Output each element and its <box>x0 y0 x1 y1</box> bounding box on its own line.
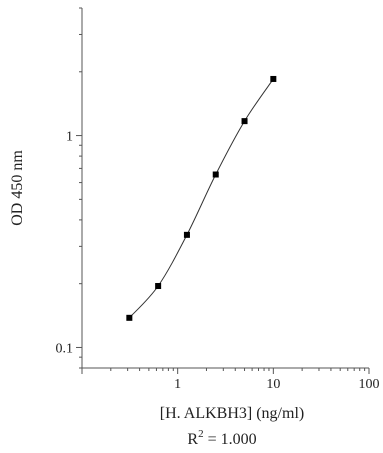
series-curve <box>128 78 274 319</box>
data-point <box>241 118 248 125</box>
data-point <box>270 75 277 82</box>
data-point <box>155 283 162 290</box>
points-layer <box>126 75 277 321</box>
x-axis-label: [H. ALKBH3] (ng/ml) <box>160 405 304 422</box>
r-squared-superscript: 2 <box>198 428 204 440</box>
y-tick-label: 1 <box>66 130 73 145</box>
data-point <box>183 231 190 238</box>
x-tick-label: 1 <box>174 377 181 392</box>
axes <box>81 8 369 369</box>
r-squared-suffix: = 1.000 <box>204 431 257 448</box>
x-tick-label: 100 <box>359 377 380 392</box>
data-point <box>126 314 133 321</box>
r-squared-prefix: R <box>187 431 198 448</box>
x-tick-label: 10 <box>266 377 280 392</box>
y-axis-label: OD 450 nm <box>9 150 26 226</box>
ticks: 1 10 100 0.1 1 <box>56 7 380 392</box>
r-squared-annotation: R2 = 1.000 <box>187 428 256 448</box>
y-tick-label: 0.1 <box>56 341 74 356</box>
curve-layer <box>128 78 274 319</box>
data-point <box>212 171 219 178</box>
